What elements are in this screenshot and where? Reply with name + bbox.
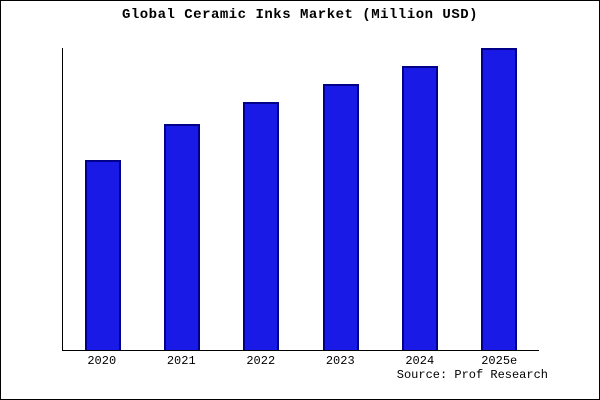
chart-title: Global Ceramic Inks Market (Million USD) (121, 7, 479, 23)
bar-2020 (84, 159, 121, 350)
source-note: Source: Prof Research (396, 368, 548, 382)
x-axis-ticks: 2020 2021 2022 2023 2024 2025e (62, 354, 539, 368)
x-tick-2024: 2024 (405, 354, 435, 368)
bar-slot (380, 48, 459, 350)
bar-2022 (243, 102, 280, 350)
bar-slot (460, 48, 539, 350)
bars (63, 48, 539, 350)
x-tick-2020: 2020 (87, 354, 117, 368)
bar-2023 (322, 84, 359, 350)
bar-2025e (481, 48, 518, 350)
x-tick-2022: 2022 (246, 354, 276, 368)
bar-slot (63, 48, 142, 350)
bar-slot (222, 48, 301, 350)
x-tick-2025e: 2025e (481, 354, 518, 368)
bar-slot (142, 48, 221, 350)
bar-2024 (401, 66, 438, 350)
x-tick-2023: 2023 (325, 354, 355, 368)
plot-area (62, 48, 539, 351)
x-tick-2021: 2021 (166, 354, 196, 368)
bar-2021 (163, 123, 200, 350)
bar-slot (301, 48, 380, 350)
